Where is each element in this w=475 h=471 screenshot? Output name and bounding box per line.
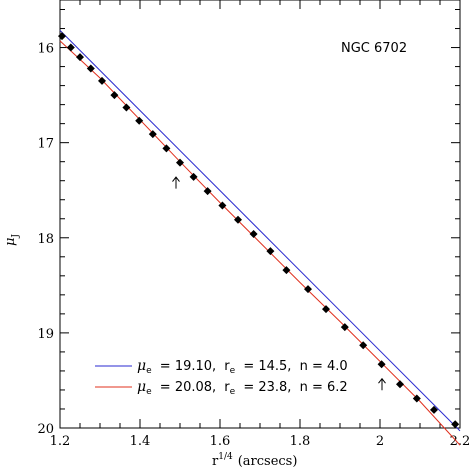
x-tick-label: 1.8 xyxy=(290,434,311,449)
data-point xyxy=(304,285,312,294)
x-axis-label-main: r xyxy=(212,454,219,469)
data-point xyxy=(58,32,66,41)
data-point xyxy=(203,187,212,196)
y-axis-label-sub: J xyxy=(11,234,21,239)
legend-part: r xyxy=(224,380,230,395)
legend-part: = 23.8, xyxy=(239,380,295,395)
y-tick-label: 20 xyxy=(37,422,54,437)
x-tick-label: 2 xyxy=(376,434,384,449)
data-point xyxy=(282,266,291,275)
y-tick-label: 18 xyxy=(37,232,54,247)
axis-ticks xyxy=(59,0,461,429)
legend-entry: μe = 19.10, re = 14.5, n = 4.0 xyxy=(137,358,348,376)
data-point xyxy=(340,323,349,332)
tick-labels: 1.2 1.4 1.6 1.8 2 2.2 16 17 18 19 20 xyxy=(37,42,470,449)
fit-line-1 xyxy=(59,30,461,432)
x-axis-label-sup: 1/4 xyxy=(218,452,233,462)
annotation-label: NGC 6702 xyxy=(341,41,407,56)
data-point xyxy=(430,405,438,414)
data-point xyxy=(377,360,386,369)
data-point xyxy=(451,420,460,429)
legend-part: μ xyxy=(137,358,146,374)
data-point xyxy=(218,201,227,210)
data-point xyxy=(189,172,198,181)
legend-part: e xyxy=(146,387,152,397)
data-point xyxy=(322,305,330,314)
data-point xyxy=(359,341,368,350)
data-point xyxy=(98,76,106,85)
data-point xyxy=(110,91,119,100)
legend-part: e xyxy=(230,387,236,397)
legend-entry: μe = 20.08, re = 23.8, n = 6.2 xyxy=(137,379,348,397)
data-point xyxy=(412,394,421,403)
data-point xyxy=(66,43,75,52)
data-point xyxy=(396,380,404,389)
data-point xyxy=(86,64,95,73)
legend-part: e xyxy=(230,366,236,376)
data-point xyxy=(135,116,144,125)
arrow-marker-head xyxy=(172,176,180,182)
x-axis-label-unit: (arcsecs) xyxy=(238,454,298,469)
x-tick-label: 1.6 xyxy=(210,434,231,449)
plot-area xyxy=(58,30,461,446)
legend-part: = 19.10, xyxy=(156,359,221,374)
legend-part: r xyxy=(224,359,230,374)
y-tick-label: 16 xyxy=(37,42,54,57)
data-point xyxy=(176,158,184,167)
data-point xyxy=(148,130,157,139)
x-tick-label: 2.2 xyxy=(450,434,471,449)
data-point xyxy=(234,215,242,224)
y-tick-label: 19 xyxy=(37,327,54,342)
data-point xyxy=(162,144,171,153)
data-point xyxy=(122,103,131,112)
legend-part: n = 4.0 xyxy=(300,359,348,374)
y-axis-label: μJ xyxy=(3,234,21,246)
legend-part: = 14.5, xyxy=(239,359,295,374)
y-axis-label-main: μ xyxy=(3,238,18,246)
x-tick-label: 1.2 xyxy=(50,434,71,449)
legend-part: = 20.08, xyxy=(156,380,221,395)
data-point xyxy=(266,247,275,256)
data-point xyxy=(249,229,258,238)
legend: μe = 19.10, re = 14.5, n = 4.0μe = 20.08… xyxy=(95,358,348,397)
x-tick-label: 1.4 xyxy=(130,434,151,449)
legend-part: n = 6.2 xyxy=(300,380,348,395)
y-tick-label: 17 xyxy=(37,137,54,152)
x-axis-label: r1/4 (arcsecs) xyxy=(212,452,297,469)
arrow-marker-head xyxy=(378,377,386,384)
legend-part: μ xyxy=(137,379,146,395)
legend-part: e xyxy=(146,366,152,376)
data-point xyxy=(76,53,84,62)
